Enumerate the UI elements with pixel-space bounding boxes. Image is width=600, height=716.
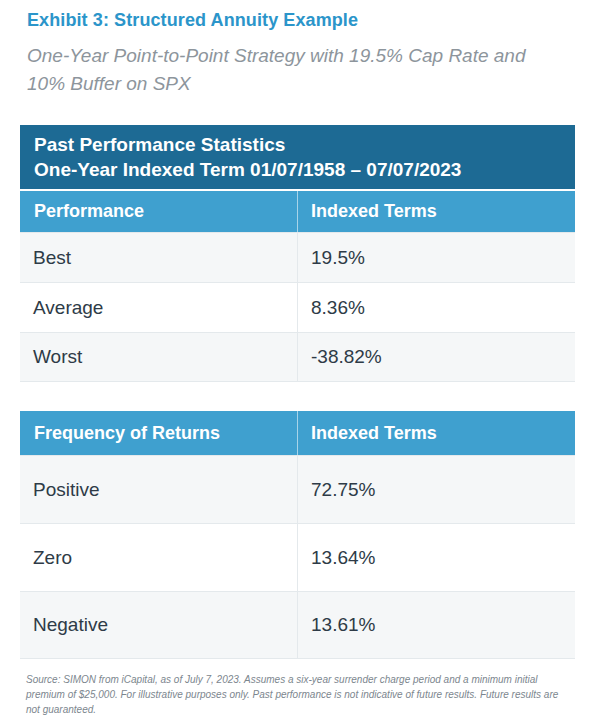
past-performance-table: Past Performance Statistics One-Year Ind…	[20, 125, 575, 382]
row-value-positive: 72.75%	[298, 456, 575, 523]
row-label-average: Average	[20, 283, 298, 332]
performance-column-header-row: Performance Indexed Terms	[20, 191, 575, 232]
column-header-indexed-terms: Indexed Terms	[298, 411, 575, 455]
row-value-best: 19.5%	[298, 233, 575, 282]
table-row: Best 19.5%	[20, 232, 575, 282]
table-row: Negative 13.61%	[20, 591, 575, 659]
exhibit-subtitle: One-Year Point-to-Point Strategy with 19…	[27, 42, 567, 98]
column-header-performance: Performance	[20, 191, 298, 232]
row-label-best: Best	[20, 233, 298, 282]
table-row: Worst -38.82%	[20, 332, 575, 382]
frequency-of-returns-table: Frequency of Returns Indexed Terms Posit…	[20, 411, 575, 659]
banner-line-1: Past Performance Statistics	[34, 132, 575, 157]
column-header-frequency: Frequency of Returns	[20, 411, 298, 455]
row-label-negative: Negative	[20, 592, 298, 658]
table-row: Positive 72.75%	[20, 455, 575, 523]
column-header-indexed-terms: Indexed Terms	[298, 191, 575, 232]
row-label-positive: Positive	[20, 456, 298, 523]
row-value-zero: 13.64%	[298, 524, 575, 591]
row-value-negative: 13.61%	[298, 592, 575, 658]
frequency-column-header-row: Frequency of Returns Indexed Terms	[20, 411, 575, 455]
source-footnote: Source: SIMON from iCapital, as of July …	[26, 672, 574, 716]
exhibit-title: Exhibit 3: Structured Annuity Example	[27, 10, 600, 31]
row-label-worst: Worst	[20, 333, 298, 381]
table-row: Average 8.36%	[20, 282, 575, 332]
exhibit-page: Exhibit 3: Structured Annuity Example On…	[0, 0, 600, 716]
table-row: Zero 13.64%	[20, 523, 575, 591]
row-value-worst: -38.82%	[298, 333, 575, 381]
past-performance-banner: Past Performance Statistics One-Year Ind…	[20, 125, 575, 189]
row-label-zero: Zero	[20, 524, 298, 591]
banner-line-2: One-Year Indexed Term 01/07/1958 – 07/07…	[34, 157, 575, 182]
row-value-average: 8.36%	[298, 283, 575, 332]
